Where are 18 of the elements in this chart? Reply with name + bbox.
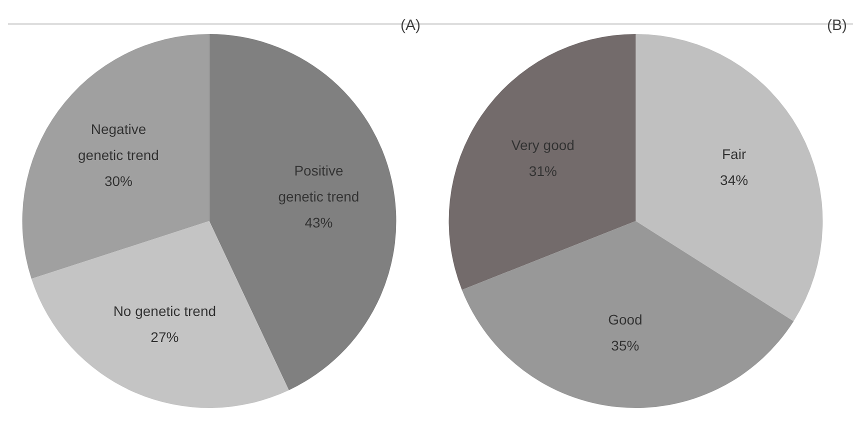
slice-label: No genetic trend bbox=[113, 302, 216, 319]
data-label: 30% bbox=[104, 173, 132, 190]
slice-label: Very good bbox=[511, 136, 574, 153]
slice-label: Fair bbox=[722, 146, 746, 162]
slice-label: Negative genetic trend bbox=[78, 121, 159, 164]
pie-slice bbox=[462, 221, 794, 408]
pie-slice bbox=[22, 34, 210, 279]
data-label: 27% bbox=[150, 328, 179, 345]
pie-slice bbox=[31, 221, 289, 408]
pie-slice bbox=[448, 34, 636, 290]
slice-label: Good bbox=[608, 312, 642, 328]
chart-title: (B) bbox=[827, 17, 847, 34]
data-label: 43% bbox=[304, 214, 333, 231]
data-label: 34% bbox=[720, 172, 748, 188]
data-label: 35% bbox=[611, 338, 640, 354]
chart-title: (A) bbox=[400, 17, 420, 34]
slice-label: Positive genetic trend bbox=[278, 162, 360, 205]
data-label: 31% bbox=[528, 162, 557, 179]
